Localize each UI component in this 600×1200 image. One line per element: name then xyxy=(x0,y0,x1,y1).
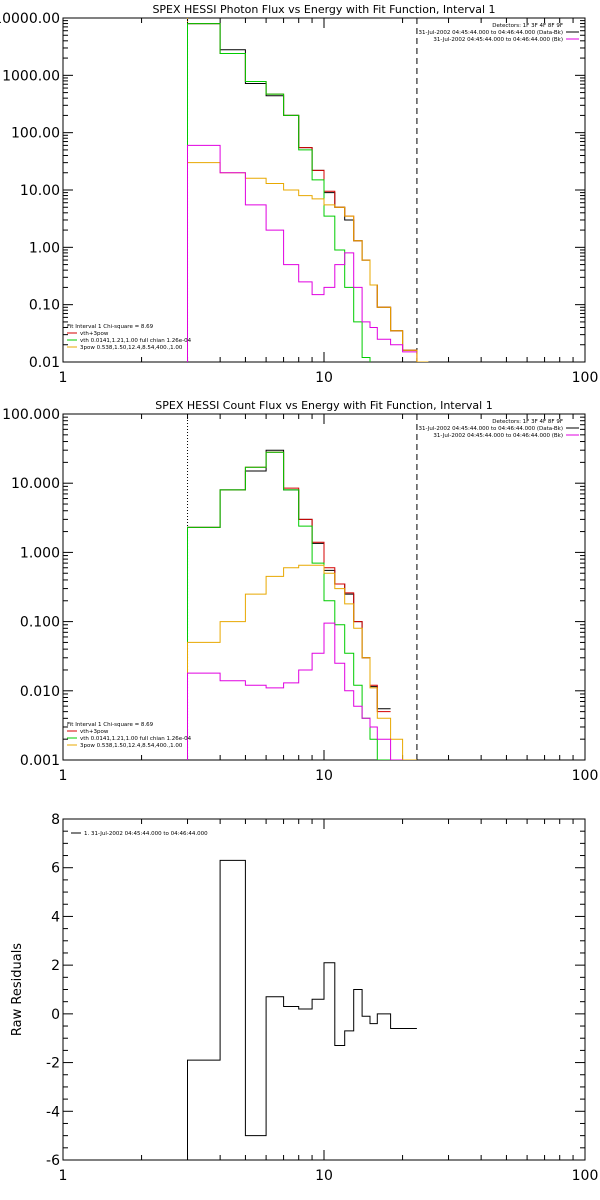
y-tick-label: 0.010 xyxy=(20,684,60,700)
series-line-residuals xyxy=(187,859,417,1160)
y-tick-label: 4 xyxy=(51,909,60,925)
x-tick-label: 10 xyxy=(315,768,333,784)
series-line-3pow xyxy=(187,564,417,760)
header-line: 31-Jul-2002 04:45:44.000 to 04:46:44.000… xyxy=(419,426,564,432)
header-line: 31-Jul-2002 04:45:44.000 to 04:46:44.000… xyxy=(433,433,563,439)
x-tick-label: 100 xyxy=(572,370,599,386)
chart-title: SPEX HESSI Count Flux vs Energy with Fit… xyxy=(155,399,492,412)
y-tick-label: 1.000 xyxy=(20,545,60,561)
y-tick-label: 100.000 xyxy=(2,407,60,423)
x-tick-label: 100 xyxy=(572,768,599,784)
x-tick-label: 1 xyxy=(59,768,68,784)
legend-label: vth+3pow xyxy=(80,729,109,735)
legend-label: vth+3pow xyxy=(80,331,109,337)
y-tick-label: 10.000 xyxy=(11,476,60,492)
y-tick-label: -4 xyxy=(46,1104,60,1120)
x-tick-label: 10 xyxy=(315,1168,333,1184)
header-line: 31-Jul-2002 04:45:44.000 to 04:46:44.000… xyxy=(419,30,564,36)
y-axis-label: Raw Residuals xyxy=(10,943,25,1036)
x-tick-label: 1 xyxy=(59,1168,68,1184)
header-line: 31-Jul-2002 04:45:44.000 to 04:46:44.000… xyxy=(433,37,563,43)
chart-1: SPEX HESSI Photon Flux vs Energy with Fi… xyxy=(0,3,599,386)
series-line-background xyxy=(187,622,403,760)
series-line-vth-3pow xyxy=(187,451,391,760)
chart-2: SPEX HESSI Count Flux vs Energy with Fit… xyxy=(2,399,599,784)
y-tick-label: 0.001 xyxy=(20,753,60,769)
y-tick-label: 0.10 xyxy=(29,298,60,314)
legend-label: 3pow 0.538,1.50,12.4,8.54,400.,1.00 xyxy=(80,743,183,749)
y-tick-label: 10000.00 xyxy=(0,11,60,27)
y-tick-label: 0.01 xyxy=(29,355,60,371)
legend-label: vth 0.0141,1.21,1.00 full chian 1.26e-04 xyxy=(80,338,192,344)
y-tick-label: 2 xyxy=(51,958,60,974)
y-tick-label: -6 xyxy=(46,1153,60,1169)
series-line-data xyxy=(187,449,391,760)
series-group xyxy=(187,859,417,1160)
legend-label: 1. 31-Jul-2002 04:45:44.000 to 04:46:44.… xyxy=(84,831,208,837)
x-tick-label: 10 xyxy=(315,370,333,386)
y-tick-label: -2 xyxy=(46,1056,60,1072)
legend-label: vth 0.0141,1.21,1.00 full chian 1.26e-04 xyxy=(80,736,192,742)
legend-label: 3pow 0.538,1.50,12.4,8.54,400.,1.00 xyxy=(80,345,183,351)
y-tick-label: 1000.00 xyxy=(2,68,60,84)
y-tick-label: 8 xyxy=(51,812,60,828)
legend-label: Fit Interval 1 Chi-square = 8.69 xyxy=(67,722,154,728)
series-line-data xyxy=(187,23,417,362)
series-group xyxy=(187,23,429,362)
y-tick-label: 1.00 xyxy=(29,240,60,256)
header-line: Detectors: 1F 3F 4F 8F 9F xyxy=(492,419,563,425)
legend-label: Fit Interval 1 Chi-square = 8.69 xyxy=(67,324,154,330)
x-tick-label: 100 xyxy=(572,1168,599,1184)
header-line: Detectors: 1F 3F 4F 8F 9F xyxy=(492,23,563,29)
y-tick-label: 10.00 xyxy=(20,183,60,199)
chart-title: SPEX HESSI Photon Flux vs Energy with Fi… xyxy=(152,3,495,16)
y-tick-label: 0.100 xyxy=(20,615,60,631)
series-group xyxy=(187,449,417,760)
y-tick-label: 0 xyxy=(51,1007,60,1023)
x-tick-label: 1 xyxy=(59,370,68,386)
series-line-background xyxy=(187,144,417,362)
series-line-vth xyxy=(187,23,371,362)
series-line-3pow xyxy=(187,162,429,362)
y-tick-label: 100.00 xyxy=(11,126,60,142)
chart-3: 1 10 100 -6 -4 -2 0 2 4 6 8 Raw Residuals 1. 31-Jul-… xyxy=(10,812,598,1184)
y-tick-label: 6 xyxy=(51,861,60,877)
series-line-vth-3pow xyxy=(187,23,428,362)
